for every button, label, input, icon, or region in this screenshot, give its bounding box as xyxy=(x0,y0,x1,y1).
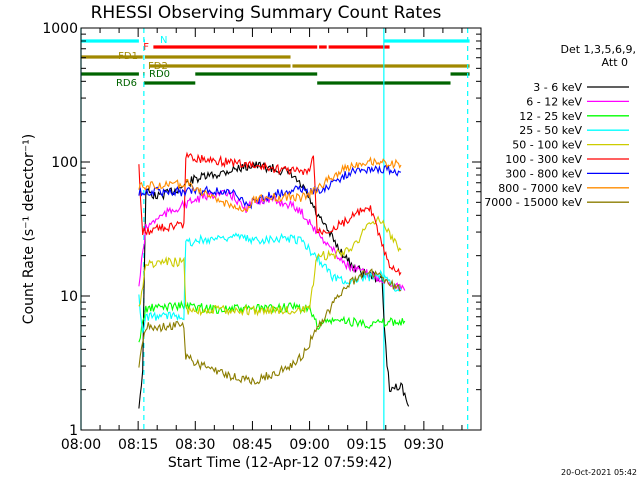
status-label-fd2: FD2 xyxy=(148,61,168,72)
vertical-markers xyxy=(80,28,469,430)
y-tick-label: 1000 xyxy=(42,21,78,37)
legend-label-100-300-kev: 100 - 300 keV xyxy=(505,153,582,166)
y-tick-label: 1 xyxy=(69,423,78,439)
status-label-rd0: RD0 xyxy=(149,69,170,80)
legend-header-line2: Att 0 xyxy=(602,56,628,69)
plot-frame xyxy=(80,27,482,431)
legend-label-7000-15000-kev: 7000 - 15000 keV xyxy=(484,196,582,209)
y-tick-label: 100 xyxy=(51,155,78,171)
legend-label-800-7000-kev: 800 - 7000 keV xyxy=(498,182,582,195)
series-line-800-7000-kev xyxy=(138,156,402,212)
x-tick-label: 09:15 xyxy=(347,437,387,453)
legend-label-6-12-kev: 6 - 12 keV xyxy=(526,95,582,108)
y-axis-label: Count Rate (s⁻¹ detector⁻¹) xyxy=(21,134,37,324)
x-tick-label: 09:00 xyxy=(289,437,329,453)
legend-label-300-800-kev: 300 - 800 keV xyxy=(505,167,582,180)
x-tick-label: 08:00 xyxy=(61,437,101,453)
legend-header-line1: Det 1,3,5,6,9, xyxy=(560,43,636,56)
x-tick-label: 08:15 xyxy=(118,437,158,453)
y-tick-label: 10 xyxy=(60,289,78,305)
status-label-fd1: FD1 xyxy=(118,51,138,62)
chart-title: RHESSI Observing Summary Count Rates xyxy=(91,3,442,23)
x-tick-label: 08:30 xyxy=(175,437,215,453)
series-line-50-100-kev xyxy=(138,215,402,317)
status-label-f: F xyxy=(143,42,149,53)
legend-label-3-6-kev: 3 - 6 keV xyxy=(533,81,582,94)
x-tick-label: 08:45 xyxy=(232,437,272,453)
series-line-25-50-kev xyxy=(138,232,402,333)
series-line-300-800-kev xyxy=(138,164,402,210)
status-label-n: N xyxy=(160,35,167,46)
status-label-rd6: RD6 xyxy=(116,78,137,89)
legend-label-12-25-kev: 12 - 25 keV xyxy=(519,110,582,123)
x-tick-label: 09:30 xyxy=(404,437,444,453)
axis-ticks: 08:00 08:15 08:30 08:45 09:00 09:15 09:30 1 10 10… xyxy=(42,21,481,453)
series-lines xyxy=(138,151,410,409)
series-line-100-300-kev xyxy=(138,151,402,277)
series-line-7000-15000-kev xyxy=(138,268,402,386)
footer-date: 20-Oct-2021 05:42 xyxy=(561,468,637,477)
x-axis-label: Start Time (12-Apr-12 07:59:42) xyxy=(168,455,392,471)
legend-label-50-100-kev: 50 - 100 keV xyxy=(512,139,582,152)
legend-label-25-50-kev: 25 - 50 keV xyxy=(519,124,582,137)
